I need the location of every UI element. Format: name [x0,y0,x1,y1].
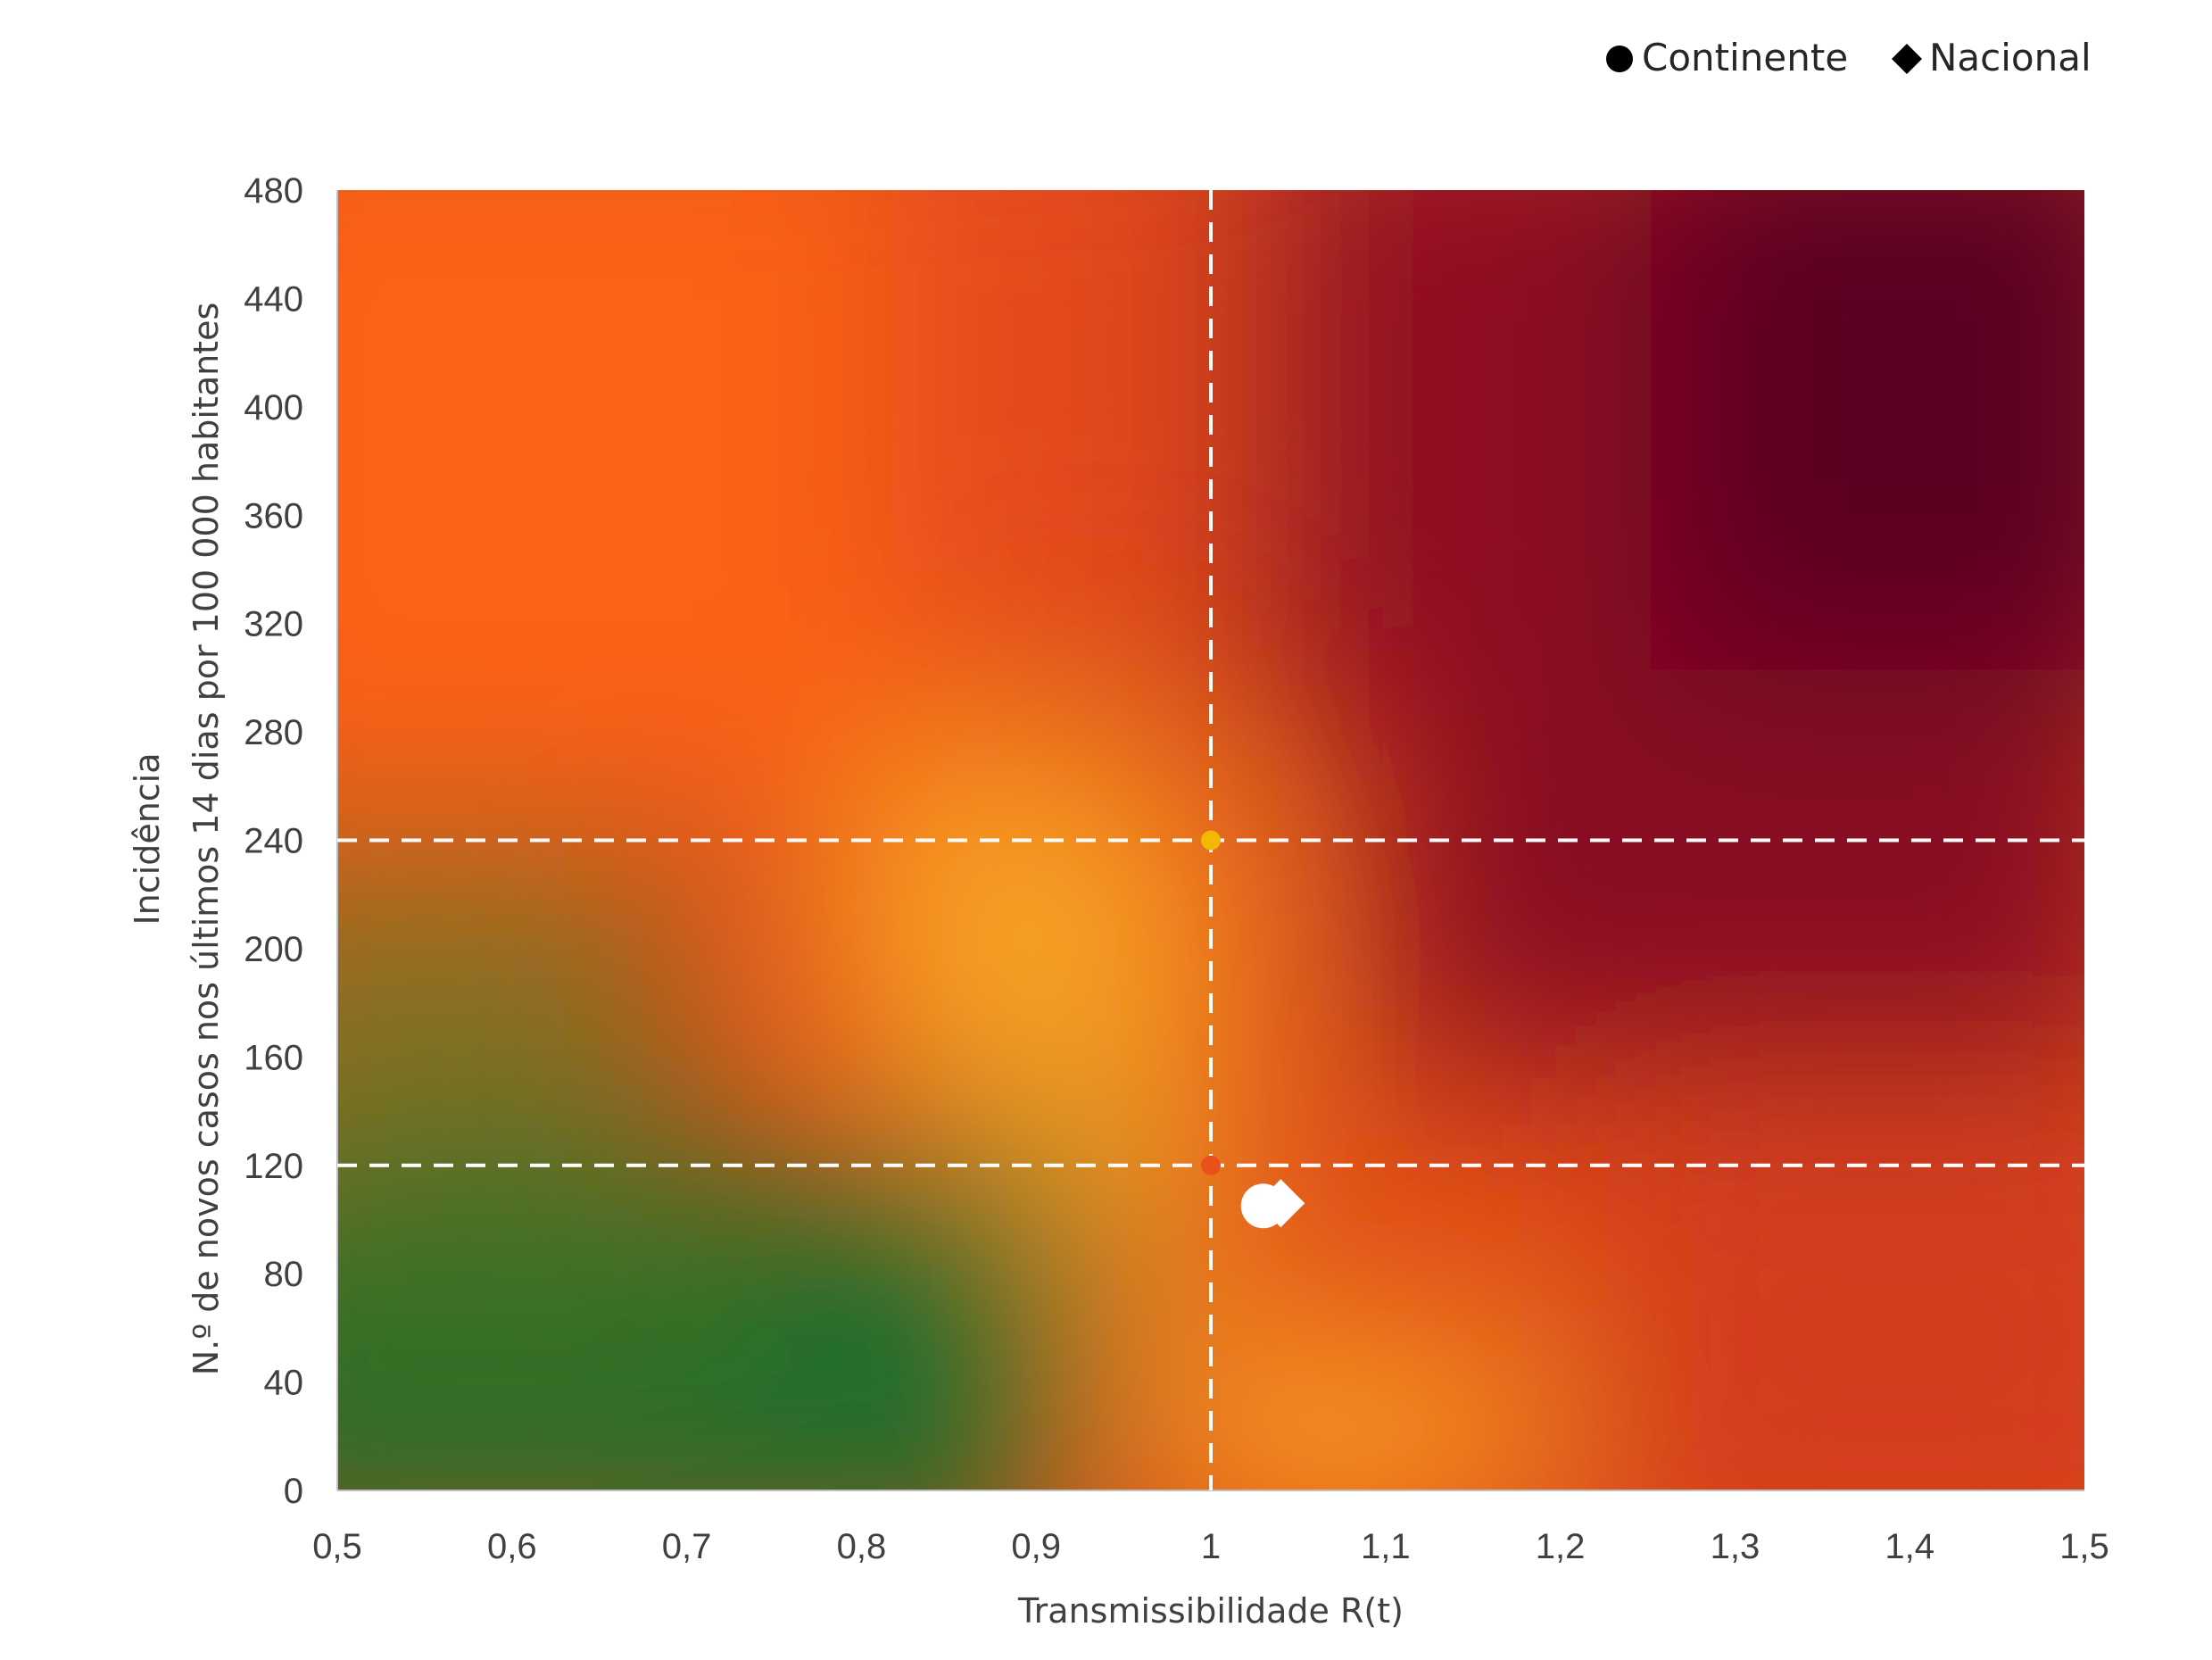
y-axis-title: Incidência N.º de novos casos nos último… [128,303,226,1376]
x-tick-label: 1,1 [1361,1527,1411,1566]
reference-point [1201,1155,1221,1175]
y-tick-label: 280 [244,713,303,752]
x-axis-title: Transmissibilidade R(t) [1017,1591,1404,1631]
y-tick-label: 240 [244,822,303,861]
x-tick-label: 0,6 [487,1527,537,1566]
x-tick-label: 0,7 [662,1527,712,1566]
legend: Continente Nacional [1606,36,2092,79]
y-tick-label: 480 [244,171,303,211]
legend-circle-icon [1606,46,1633,72]
x-tick-label: 0,8 [837,1527,887,1566]
y-axis-ticks: 0 40 80 120 160 200 240 280 320 360 400 440 480 [244,171,303,1511]
y-tick-label: 120 [244,1147,303,1186]
y-axis-title-line-1: Incidência [128,752,167,925]
x-tick-label: 1,5 [2059,1527,2109,1566]
x-tick-label: 1,3 [1711,1527,1760,1566]
legend-label-continente: Continente [1642,36,1848,79]
x-tick-label: 1,4 [1885,1527,1934,1566]
x-tick-label: 0,9 [1011,1527,1061,1566]
reference-point [1201,830,1221,851]
x-tick-label: 1,2 [1536,1527,1586,1566]
y-tick-label: 320 [244,605,303,644]
y-tick-label: 80 [264,1255,304,1294]
y-tick-label: 360 [244,496,303,535]
y-tick-label: 0 [284,1472,303,1511]
y-tick-label: 40 [264,1364,304,1403]
x-tick-label: 0,5 [312,1527,362,1566]
y-tick-label: 400 [244,388,303,427]
y-axis-title-line-2: N.º de novos casos nos últimos 14 dias p… [186,303,226,1376]
legend-label-nacional: Nacional [1929,36,2092,79]
marker-continente [1240,1183,1286,1229]
y-tick-label: 160 [244,1038,303,1077]
x-axis-ticks: 0,5 0,6 0,7 0,8 0,9 1 1,1 1,2 1,3 1,4 1,5 [312,1527,2109,1566]
series-markers [1240,1179,1305,1229]
y-tick-label: 200 [244,930,303,969]
legend-diamond-icon [1892,44,1922,74]
y-tick-label: 440 [244,279,303,319]
reference-points [1201,830,1221,1175]
heatmap-background [337,190,2084,1490]
x-tick-label: 1 [1201,1527,1221,1566]
